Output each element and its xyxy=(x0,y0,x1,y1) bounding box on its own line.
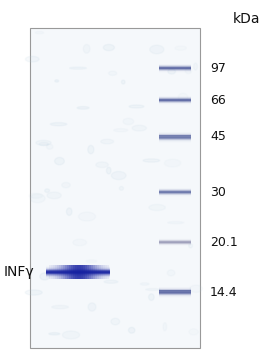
Ellipse shape xyxy=(86,260,97,262)
Ellipse shape xyxy=(25,290,42,295)
Text: 97: 97 xyxy=(210,62,226,75)
Bar xyxy=(59,265,61,279)
Ellipse shape xyxy=(36,140,51,145)
Bar xyxy=(49,265,51,279)
Ellipse shape xyxy=(73,239,87,246)
Ellipse shape xyxy=(122,80,125,84)
Ellipse shape xyxy=(62,183,70,188)
Ellipse shape xyxy=(185,67,192,74)
Bar xyxy=(107,265,109,279)
Ellipse shape xyxy=(129,105,144,108)
Ellipse shape xyxy=(30,194,45,203)
Bar xyxy=(93,265,95,279)
Bar xyxy=(55,265,57,279)
Ellipse shape xyxy=(39,142,48,146)
Ellipse shape xyxy=(101,139,114,144)
Text: 66: 66 xyxy=(210,94,226,107)
Bar xyxy=(99,265,101,279)
Bar xyxy=(97,265,99,279)
Ellipse shape xyxy=(88,145,94,154)
Ellipse shape xyxy=(29,193,43,198)
Bar xyxy=(81,265,83,279)
Ellipse shape xyxy=(50,123,67,126)
Ellipse shape xyxy=(62,331,80,339)
Bar xyxy=(101,265,103,279)
Ellipse shape xyxy=(194,63,197,70)
Ellipse shape xyxy=(40,273,49,280)
Ellipse shape xyxy=(96,162,108,168)
Ellipse shape xyxy=(107,167,111,174)
Bar xyxy=(77,265,79,279)
Ellipse shape xyxy=(143,159,160,162)
Text: kDa: kDa xyxy=(232,12,260,26)
Ellipse shape xyxy=(45,189,49,192)
Ellipse shape xyxy=(47,192,61,199)
Text: 20.1: 20.1 xyxy=(210,235,238,248)
Text: 45: 45 xyxy=(210,130,226,144)
Ellipse shape xyxy=(140,283,149,285)
Ellipse shape xyxy=(70,67,86,69)
Ellipse shape xyxy=(167,270,175,276)
Bar xyxy=(63,265,65,279)
Bar xyxy=(61,265,63,279)
Ellipse shape xyxy=(88,303,96,311)
Ellipse shape xyxy=(168,69,175,74)
Ellipse shape xyxy=(146,288,160,291)
Ellipse shape xyxy=(55,80,59,82)
Ellipse shape xyxy=(111,318,120,325)
Ellipse shape xyxy=(132,125,146,131)
Bar xyxy=(79,265,81,279)
Ellipse shape xyxy=(129,327,135,333)
Bar xyxy=(53,265,55,279)
Ellipse shape xyxy=(109,71,117,75)
Bar xyxy=(69,265,71,279)
Ellipse shape xyxy=(150,45,164,54)
Bar xyxy=(95,265,97,279)
Ellipse shape xyxy=(52,305,68,309)
Ellipse shape xyxy=(189,244,193,248)
FancyBboxPatch shape xyxy=(30,28,200,348)
Bar xyxy=(51,265,53,279)
Bar xyxy=(73,265,75,279)
Text: 14.4: 14.4 xyxy=(210,285,238,298)
Ellipse shape xyxy=(149,204,165,211)
Ellipse shape xyxy=(47,144,53,149)
Ellipse shape xyxy=(114,129,128,132)
Bar xyxy=(65,265,67,279)
Text: INFγ: INFγ xyxy=(4,265,35,279)
Bar xyxy=(67,265,69,279)
Ellipse shape xyxy=(66,208,72,215)
Ellipse shape xyxy=(149,294,154,301)
Bar xyxy=(83,265,85,279)
Ellipse shape xyxy=(190,285,202,292)
Bar xyxy=(75,265,77,279)
Ellipse shape xyxy=(83,44,90,53)
Ellipse shape xyxy=(111,171,126,180)
Ellipse shape xyxy=(104,280,118,283)
Bar xyxy=(105,265,107,279)
Ellipse shape xyxy=(25,56,39,62)
Ellipse shape xyxy=(49,333,60,335)
Ellipse shape xyxy=(55,157,64,165)
Ellipse shape xyxy=(123,118,134,125)
Ellipse shape xyxy=(168,221,184,224)
Ellipse shape xyxy=(163,323,167,331)
Ellipse shape xyxy=(119,186,123,190)
Ellipse shape xyxy=(103,44,114,51)
Bar xyxy=(91,265,93,279)
Bar xyxy=(87,265,89,279)
Ellipse shape xyxy=(77,107,89,109)
Text: 30: 30 xyxy=(210,185,226,198)
Bar xyxy=(85,265,87,279)
Bar xyxy=(103,265,105,279)
Ellipse shape xyxy=(35,31,44,34)
Bar xyxy=(89,265,91,279)
Bar xyxy=(71,265,73,279)
Ellipse shape xyxy=(79,212,95,221)
Bar xyxy=(57,265,59,279)
